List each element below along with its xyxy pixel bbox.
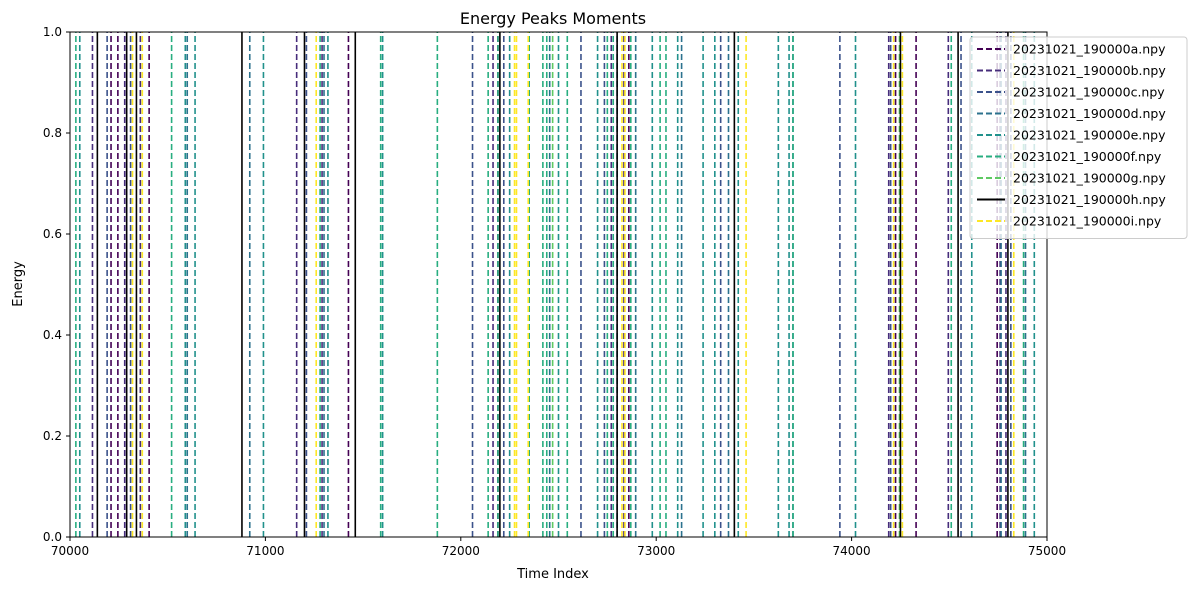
x-axis: 70000 71000 72000 73000 74000 75000 <box>51 537 1066 558</box>
y-tick-label: 0.8 <box>43 126 62 140</box>
legend: 20231021_190000a.npy 20231021_190000b.npy… <box>969 36 1188 239</box>
x-tick-label: 74000 <box>833 544 871 558</box>
y-tick-label: 1.0 <box>43 25 62 39</box>
x-tick-label: 72000 <box>442 544 480 558</box>
y-tick-label: 0.0 <box>43 530 62 544</box>
y-tick-label: 0.2 <box>43 429 62 443</box>
legend-label: 20231021_190000f.npy <box>1013 149 1162 164</box>
plot-area <box>75 32 1036 537</box>
y-tick-label: 0.4 <box>43 328 62 342</box>
y-axis-label: Energy <box>11 261 26 307</box>
legend-label: 20231021_190000b.npy <box>1013 63 1166 78</box>
legend-label: 20231021_190000c.npy <box>1013 85 1165 100</box>
legend-label: 20231021_190000a.npy <box>1013 42 1166 57</box>
x-tick-label: 70000 <box>51 544 89 558</box>
x-tick-label: 73000 <box>637 544 675 558</box>
x-tick-label: 71000 <box>246 544 284 558</box>
legend-label: 20231021_190000e.npy <box>1013 128 1166 143</box>
legend-label: 20231021_190000g.npy <box>1013 171 1166 186</box>
legend-label: 20231021_190000d.npy <box>1013 106 1166 121</box>
y-axis: 0.0 0.2 0.4 0.6 0.8 1.0 <box>43 25 70 544</box>
y-tick-label: 0.6 <box>43 227 62 241</box>
legend-label: 20231021_190000h.npy <box>1013 192 1166 207</box>
legend-label: 20231021_190000i.npy <box>1013 214 1162 229</box>
chart-title: Energy Peaks Moments <box>460 9 646 28</box>
axes-frame <box>69 31 1048 538</box>
x-tick-label: 75000 <box>1028 544 1066 558</box>
x-axis-label: Time Index <box>516 567 589 582</box>
legend-frame <box>969 36 1188 239</box>
